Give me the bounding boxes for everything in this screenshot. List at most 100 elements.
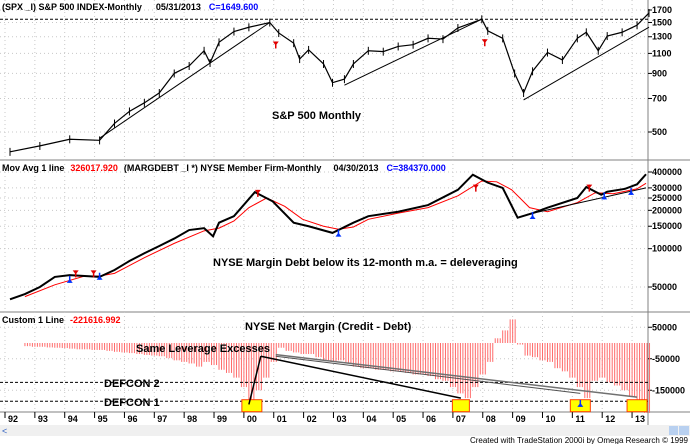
- panel2-annotation: NYSE Margin Debt below its 12-month m.a.…: [213, 257, 518, 269]
- x-tick-label: 00: [247, 414, 257, 424]
- arrow-head: [90, 270, 97, 275]
- down-arrow-icon: [472, 184, 479, 192]
- y-tick-label: 100000: [652, 244, 682, 254]
- panel2-study: Mov Avg 1 line: [2, 163, 64, 173]
- y-tick-label: 150000: [652, 221, 682, 231]
- x-tick-label: 94: [68, 414, 78, 424]
- up-arrow-icon: [601, 192, 608, 200]
- y-tick-label: -150000: [652, 385, 685, 395]
- y-tick-label: 400000: [652, 167, 682, 177]
- y-tick-label: 700: [652, 93, 667, 103]
- highlight-box: [451, 399, 470, 413]
- y-tick-label: 50000: [652, 282, 677, 292]
- down-arrow-icon: [254, 189, 261, 197]
- y-tick-label: 1100: [652, 48, 672, 58]
- x-tick-label: 08: [486, 414, 496, 424]
- trendline: [526, 187, 647, 216]
- panel3-title: NYSE Net Margin (Credit - Debt): [245, 321, 412, 333]
- panel1-date: 05/31/2013: [156, 2, 201, 12]
- panel2-symbol: (MARGDEBT _I *) NYSE Member Firm-Monthly: [124, 163, 322, 173]
- connector-line: [275, 355, 581, 394]
- trendline: [99, 22, 271, 139]
- x-tick-label: 98: [187, 414, 197, 424]
- up-arrow-icon: [66, 275, 73, 283]
- panel3-study: Custom 1 Line: [2, 315, 64, 325]
- trendline: [344, 18, 483, 86]
- up-arrow-icon: [335, 229, 342, 237]
- panel1-title: S&P 500 Monthly: [272, 110, 362, 122]
- x-tick-label: 99: [217, 414, 227, 424]
- y-tick-label: 900: [652, 68, 667, 78]
- panel1-header: (SPX _I) S&P 500 INDEX-Monthly 05/31/2013…: [2, 2, 258, 12]
- defcon1-label: DEFCON 1: [104, 397, 160, 409]
- x-tick-label: 93: [38, 414, 48, 424]
- connector-line: [275, 353, 638, 398]
- arrow-head: [66, 278, 73, 283]
- up-arrow-icon: [577, 399, 584, 407]
- y-tick-label: 250000: [652, 193, 682, 203]
- y-tick-label: 50000: [652, 322, 677, 332]
- x-tick-label: 03: [336, 414, 346, 424]
- trendline: [523, 26, 650, 101]
- arrow-head: [481, 39, 488, 44]
- x-tick-label: 11: [575, 414, 585, 424]
- down-arrow-icon: [72, 270, 79, 278]
- defcon2-label: DEFCON 2: [104, 378, 160, 390]
- panel2-header: Mov Avg 1 line 326017.920 (MARGDEBT _I *) …: [2, 163, 446, 173]
- highlight-box: [241, 399, 263, 413]
- panel3-study-value: -221616.992: [70, 315, 121, 325]
- x-tick-label: 13: [635, 414, 645, 424]
- x-tick-label: 97: [157, 414, 167, 424]
- x-tick-label: 05: [396, 414, 406, 424]
- x-tick-label: 02: [307, 414, 317, 424]
- down-arrow-icon: [90, 270, 97, 278]
- x-tick-label: 12: [605, 414, 615, 424]
- down-arrow-icon: [272, 41, 279, 49]
- down-arrow-icon: [481, 39, 488, 47]
- arrow-head: [96, 275, 103, 280]
- arrow-head: [335, 232, 342, 237]
- panel3-header: Custom 1 Line -221616.992: [2, 315, 121, 325]
- x-tick-label: 96: [127, 414, 137, 424]
- chart-marks: [0, 9, 651, 413]
- sp500-price-line: [9, 12, 650, 153]
- arrow-head: [529, 214, 536, 219]
- up-arrow-icon: [628, 187, 635, 195]
- panel2-date: 04/30/2013: [333, 163, 378, 173]
- footer-credit: Created with TradeStation 2000i by Omega…: [470, 436, 689, 444]
- arrow-head: [272, 41, 279, 46]
- scroll-thumb[interactable]: [669, 426, 678, 435]
- panel2-close: C=384370.000: [386, 163, 445, 173]
- scroll-right-icon[interactable]: [679, 426, 689, 435]
- x-tick-label: 92: [8, 414, 18, 424]
- x-tick-label: 06: [426, 414, 436, 424]
- arrow-head: [254, 189, 261, 194]
- up-arrow-icon: [96, 272, 103, 280]
- highlight-box: [626, 399, 648, 413]
- y-tick-label: 500: [652, 127, 667, 137]
- scroll-left-icon[interactable]: <: [2, 426, 7, 436]
- y-tick-label: -50000: [652, 354, 680, 364]
- x-tick-label: 04: [366, 414, 376, 424]
- y-tick-label: 1300: [652, 32, 672, 42]
- arrow-head: [577, 402, 584, 407]
- y-tick-label: 1500: [652, 17, 672, 27]
- x-tick-label: 95: [98, 414, 108, 424]
- x-tick-label: 01: [277, 414, 287, 424]
- leverage-annotation: Same Leverage Excesses: [136, 343, 270, 355]
- arrow-head: [472, 184, 479, 189]
- arrow-head: [72, 270, 79, 275]
- connector-line: [260, 355, 462, 399]
- arrow-head: [601, 195, 608, 200]
- panel1-symbol: (SPX _I) S&P 500 INDEX-Monthly: [2, 2, 142, 12]
- up-arrow-icon: [529, 211, 536, 219]
- horizontal-scrollbar[interactable]: <: [0, 425, 690, 436]
- panel2-study-value: 326017.920: [70, 163, 118, 173]
- y-tick-label: 300000: [652, 183, 682, 193]
- y-tick-label: 1700: [652, 5, 672, 15]
- panel1-close: C=1649.600: [209, 2, 258, 12]
- x-tick-label: 10: [545, 414, 555, 424]
- grid: 92 93 94 95 96 97 98 99 00 01 02 03 04 05 06 07 08 09 10 11…: [0, 0, 690, 425]
- y-tick-label: 200000: [652, 205, 682, 215]
